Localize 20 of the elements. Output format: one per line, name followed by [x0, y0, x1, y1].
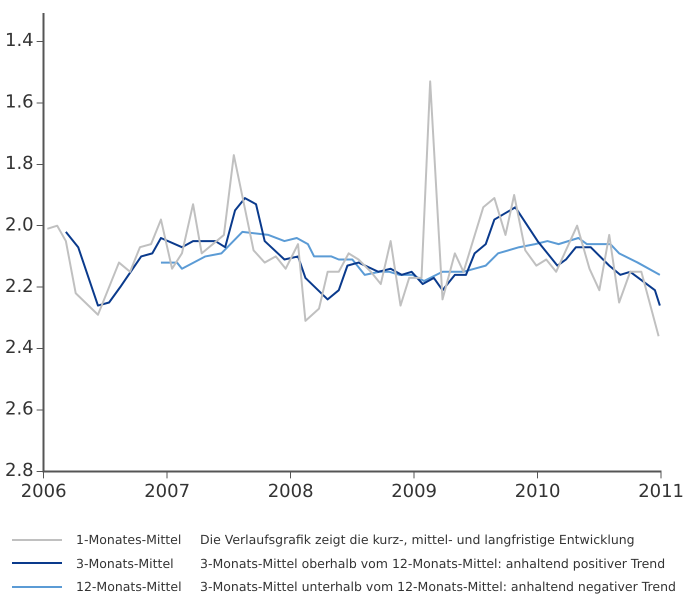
x-tick-label: 2010	[514, 480, 561, 502]
x-tick-label: 2011	[638, 480, 684, 502]
y-tick-label: 1.6	[4, 92, 34, 113]
y-tick-label: 2.8	[4, 460, 34, 482]
y-tick-label: 2.2	[4, 276, 34, 297]
x-tick-label: 2006	[20, 480, 67, 502]
legend-label: 3-Monats-Mittel	[76, 556, 175, 571]
x-tick-label: 2009	[391, 480, 438, 502]
y-tick-label: 1.8	[4, 152, 34, 174]
y-tick-label: 2.0	[4, 214, 34, 236]
legend-label: 1-Monates-Mittel	[76, 532, 182, 548]
x-tick-label: 2007	[144, 480, 190, 502]
y-tick-label: 2.6	[4, 398, 34, 420]
y-tick-label: 2.4	[4, 337, 34, 358]
y-tick-label: 1.4	[4, 30, 34, 52]
legend-label: 12-Monats-Mittel	[76, 579, 183, 594]
text: Die Verlaufsgrafik zeigt die kurz-, mittel- und langfristige Entwicklung	[200, 532, 635, 548]
text: 3-Monats-Mittel unterhalb vom 12-Monats-Mittel: anhaltend negativer Trend	[200, 579, 676, 594]
x-tick-label: 2008	[268, 480, 314, 502]
text: 3-Monats-Mittel oberhalb vom 12-Monats-Mittel: anhaltend positiver Trend	[200, 556, 666, 571]
